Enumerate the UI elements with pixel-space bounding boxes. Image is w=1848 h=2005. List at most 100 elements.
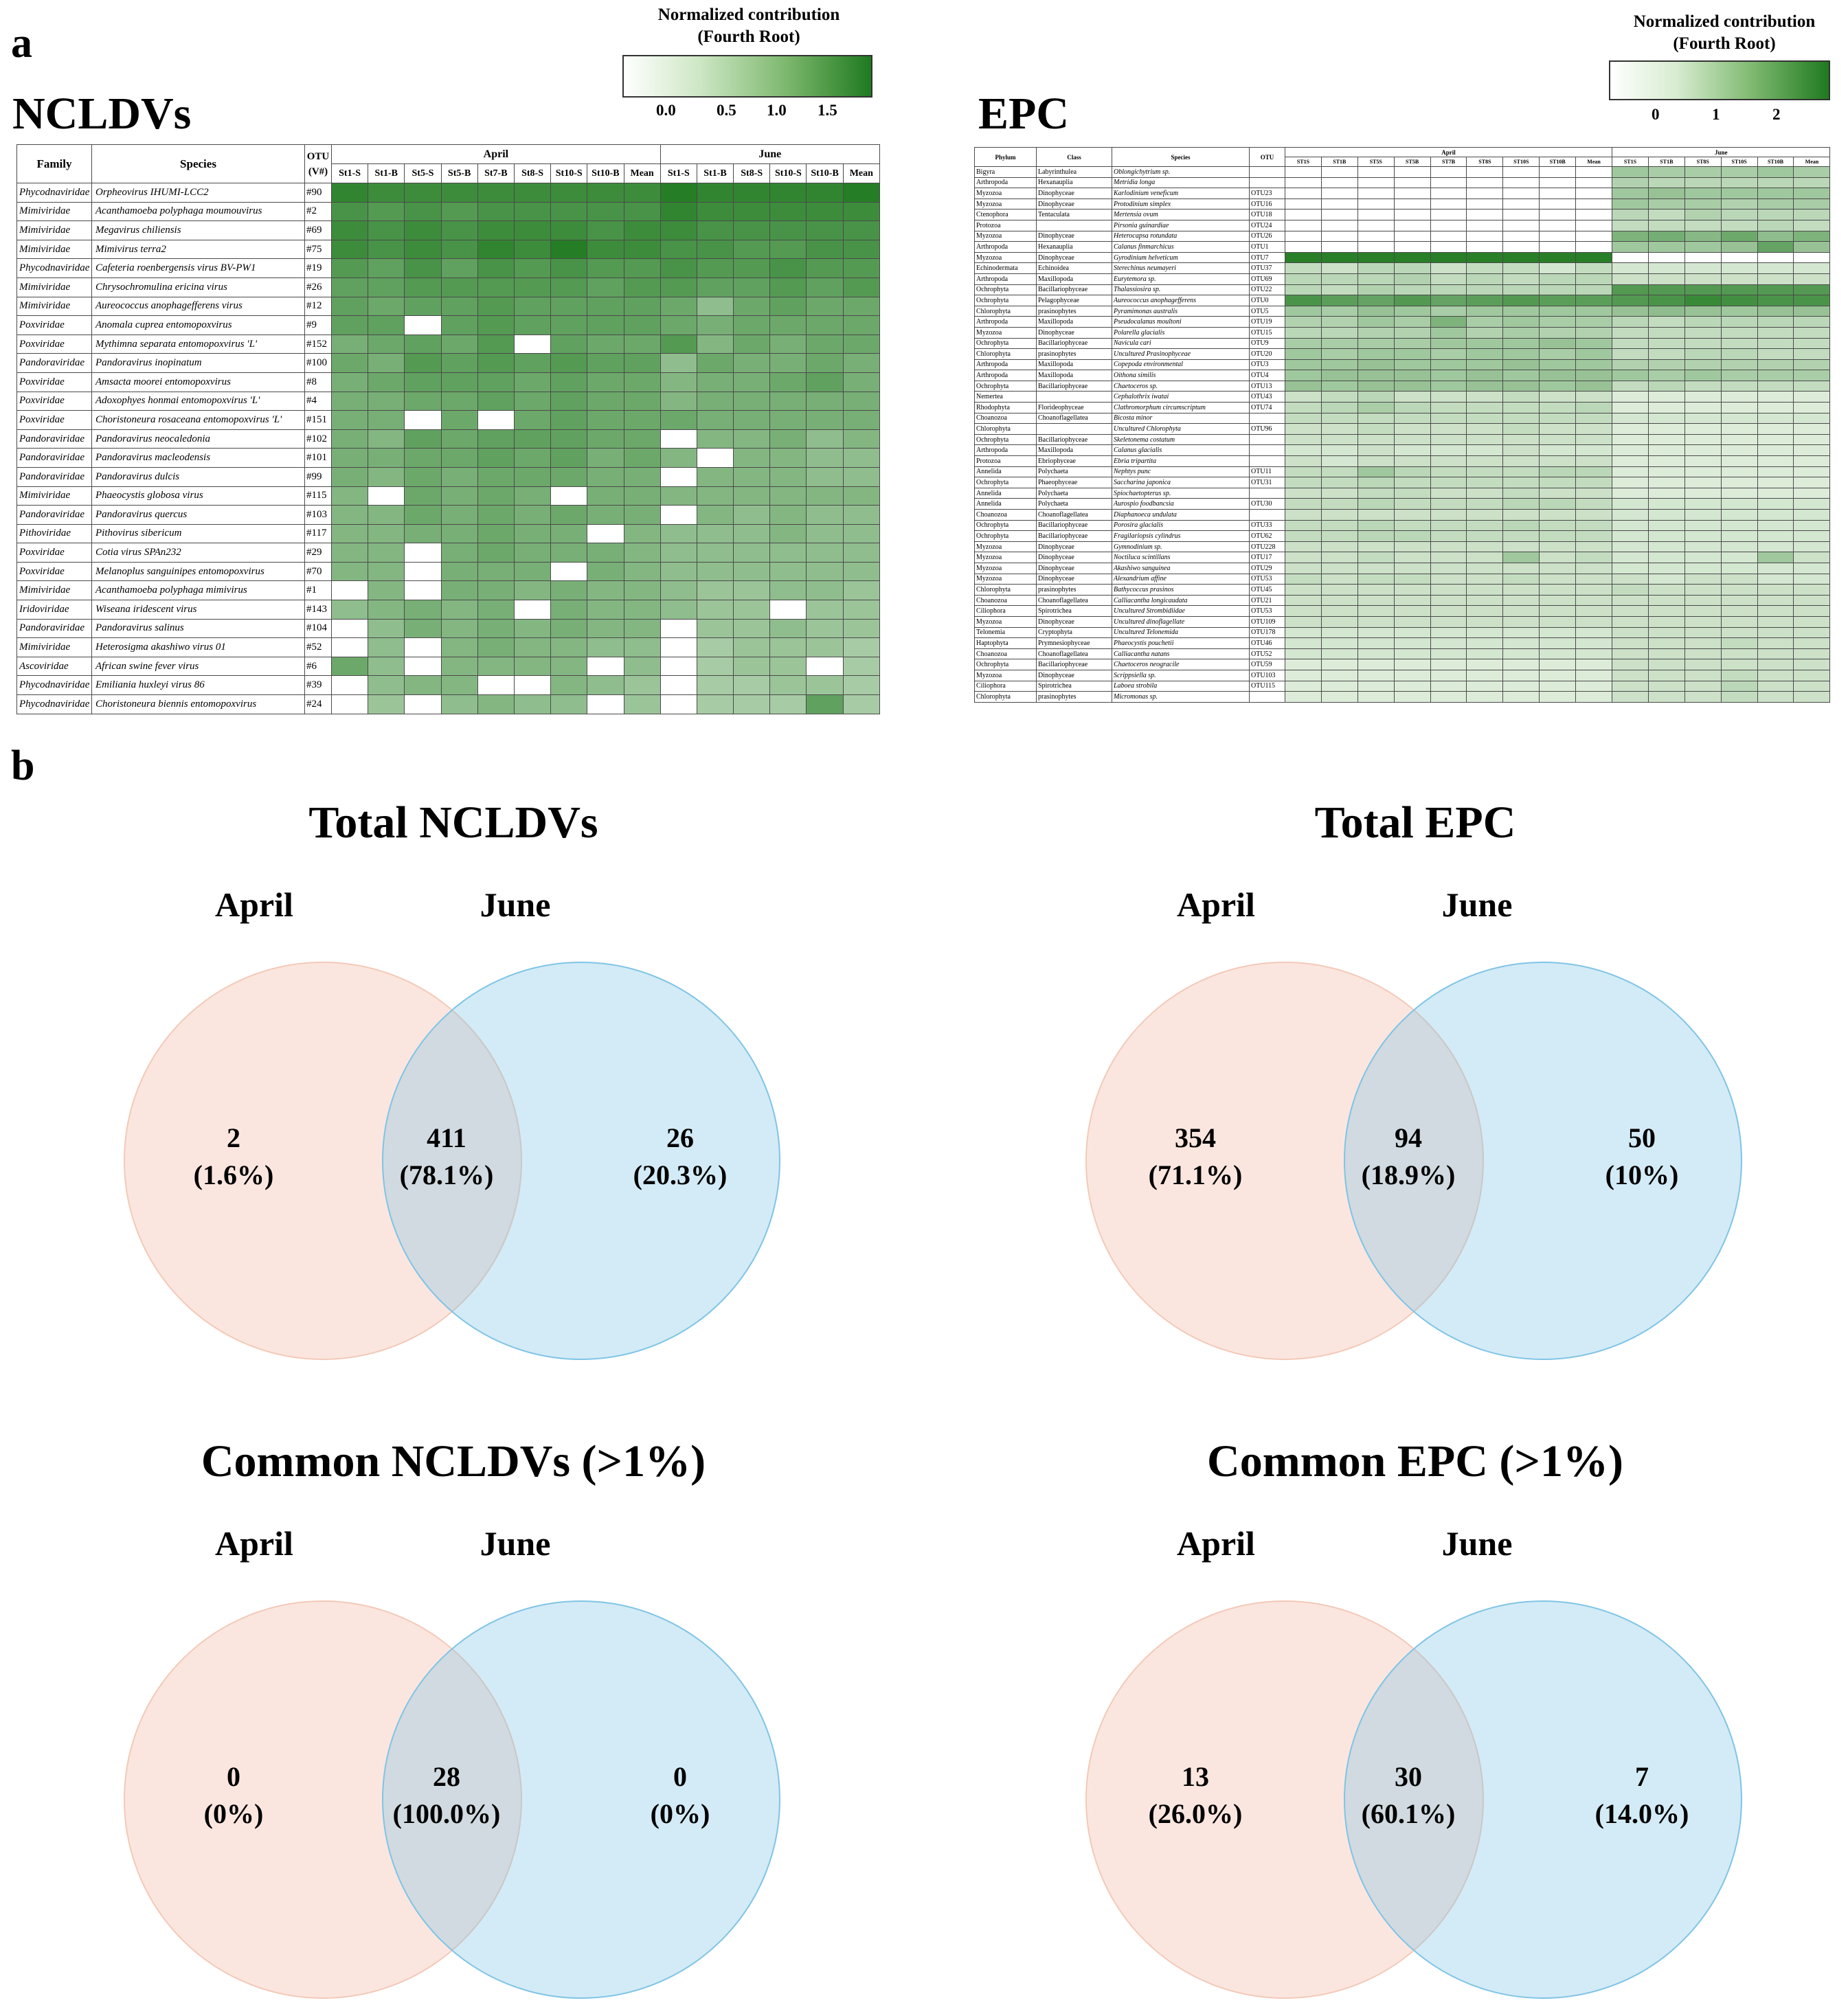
venn-label-june: June xyxy=(480,885,551,924)
otu-cell: OTU96 xyxy=(1249,423,1285,435)
heat-cell xyxy=(1793,295,1831,306)
heat-cell xyxy=(1684,487,1722,499)
heat-cell xyxy=(660,258,697,278)
heat-cell xyxy=(1647,659,1685,670)
heat-cell xyxy=(1720,348,1758,360)
heat-cell xyxy=(587,258,624,278)
heat-cell xyxy=(696,486,734,506)
heat-cell xyxy=(1502,412,1540,424)
heat-cell xyxy=(1757,477,1794,488)
heat-cell xyxy=(1684,626,1722,639)
heat-cell xyxy=(1502,498,1540,510)
otu-cell xyxy=(1249,412,1285,424)
table-row: Myzozoa Dinophyceae Karlodinium veneficum O… xyxy=(974,188,1831,199)
header-station: ST10S xyxy=(1502,157,1540,167)
table-row: Myzozoa Dinophyceae Uncultured dinoflagell… xyxy=(974,615,1831,628)
heat-cell xyxy=(1430,637,1467,649)
heat-cell xyxy=(623,201,661,222)
heat-cell xyxy=(1793,359,1831,371)
class-cell: Tentaculata xyxy=(1036,209,1112,220)
heat-cell xyxy=(1575,648,1613,660)
heat-cell xyxy=(1647,477,1685,488)
heat-cell xyxy=(1357,251,1395,264)
class-cell xyxy=(1036,391,1112,403)
heat-cell xyxy=(1502,605,1540,617)
heat-cell xyxy=(1393,273,1431,285)
table-row: Bigyra Labyrinthulea Oblongichytrium sp. xyxy=(974,166,1831,178)
header-station: Mean xyxy=(1793,157,1831,167)
heat-cell xyxy=(1393,284,1431,296)
heat-cell xyxy=(1393,691,1431,703)
phylum-cell: Chlorophyta xyxy=(974,423,1037,435)
heat-cell xyxy=(587,277,624,297)
heat-cell xyxy=(1430,519,1467,532)
heat-cell xyxy=(733,183,771,203)
table-row: Poxviridae Melanoplus sanguinipes entomop… xyxy=(16,561,880,582)
heat-cell xyxy=(1466,230,1504,242)
heat-cell xyxy=(660,372,697,392)
heat-cell xyxy=(477,220,515,240)
heat-cell xyxy=(1684,273,1722,285)
heat-cell xyxy=(806,410,844,430)
heat-cell xyxy=(1757,648,1794,660)
heat-cell xyxy=(660,201,697,222)
heat-cell xyxy=(1720,241,1758,253)
heat-cell xyxy=(660,561,697,582)
heat-cell xyxy=(1357,326,1395,339)
heat-cell xyxy=(1466,295,1504,306)
heat-cell xyxy=(660,410,697,430)
heat-cell xyxy=(440,391,478,411)
heat-cell xyxy=(1502,177,1540,189)
heat-cell xyxy=(368,448,405,468)
heat-cell xyxy=(1430,251,1467,264)
otu-cell: #9 xyxy=(304,315,332,335)
heat-cell xyxy=(1430,295,1467,306)
heat-cell xyxy=(1539,594,1577,607)
heat-cell xyxy=(404,580,442,601)
heat-cell xyxy=(733,296,771,317)
table-row: Pandoraviridae Pandoravirus quercus #103 xyxy=(16,505,880,525)
heat-cell xyxy=(587,220,624,240)
heat-cell xyxy=(1285,573,1322,585)
heat-cell xyxy=(1720,209,1758,220)
ncldv-heatmap-table: Family Species OTU (V#) April June St1-S St1-B… xyxy=(16,144,880,714)
heat-cell xyxy=(1720,562,1758,574)
class-cell: Dinophyceae xyxy=(1036,562,1112,574)
heat-cell xyxy=(1539,219,1577,231)
heat-cell xyxy=(733,505,771,525)
heat-cell xyxy=(550,429,588,449)
heat-cell xyxy=(1357,188,1395,199)
heat-cell xyxy=(550,543,588,563)
heat-cell xyxy=(1720,251,1758,264)
class-cell: Dinophyceae xyxy=(1036,573,1112,585)
heat-cell xyxy=(1757,219,1794,231)
heat-cell xyxy=(550,656,588,677)
species-cell: Mythimna separata entomopoxvirus 'L' xyxy=(91,334,305,354)
heat-cell xyxy=(1285,348,1322,360)
heat-cell xyxy=(1612,466,1649,478)
heat-cell xyxy=(1647,198,1685,210)
heat-cell xyxy=(1612,230,1649,242)
species-cell: Saccharina japonica xyxy=(1112,477,1250,488)
header-station: St10-S xyxy=(550,163,588,183)
heat-cell xyxy=(1575,241,1613,253)
heat-cell xyxy=(1575,359,1613,371)
heat-cell xyxy=(1502,262,1540,274)
otu-cell: #29 xyxy=(304,543,332,563)
heat-cell xyxy=(842,410,880,430)
heat-cell xyxy=(769,561,807,582)
heat-cell xyxy=(1684,337,1722,350)
heat-cell xyxy=(1320,359,1358,371)
heat-cell xyxy=(1684,166,1722,178)
otu-cell: OTU9 xyxy=(1249,337,1285,350)
heat-cell xyxy=(1466,370,1504,381)
heat-cell xyxy=(1466,455,1504,467)
heat-cell xyxy=(1539,284,1577,296)
venn-circle-june xyxy=(382,962,780,1360)
heat-cell xyxy=(1539,552,1577,563)
header-station: ST1B xyxy=(1320,157,1358,167)
heat-cell xyxy=(1720,541,1758,553)
phylum-cell: Nemertea xyxy=(974,391,1037,403)
heat-cell xyxy=(1575,433,1613,446)
heat-cell xyxy=(1757,359,1794,371)
